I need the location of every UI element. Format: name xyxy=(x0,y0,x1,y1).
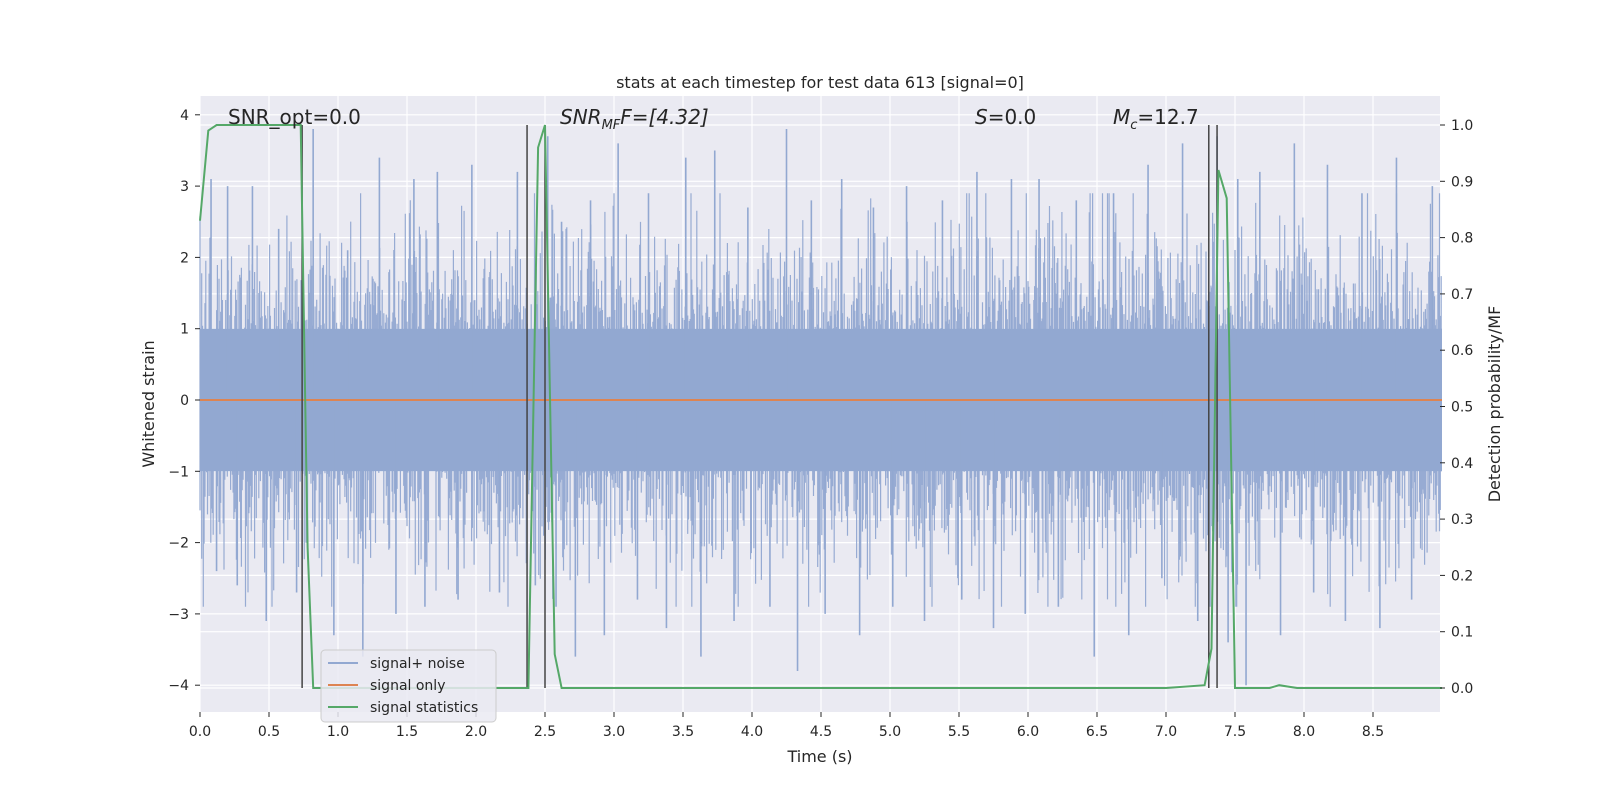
y-tick-label: −1 xyxy=(168,464,189,480)
x-axis-label: Time (s) xyxy=(786,747,852,766)
chart-title: stats at each timestep for test data 613… xyxy=(616,73,1024,92)
y2-tick-label: 0.1 xyxy=(1451,625,1473,641)
x-tick-label: 4.0 xyxy=(741,724,763,740)
x-tick-label: 0.0 xyxy=(189,724,211,740)
annotation-snr-opt: SNR_opt=0.0 xyxy=(228,105,361,129)
annotation-snr-mf-prefix: SNR xyxy=(560,105,602,129)
annotation-mc: Mc=12.7 xyxy=(1113,105,1199,133)
y2-tick-label: 0.2 xyxy=(1451,568,1473,584)
y-tick-label: 0 xyxy=(180,393,189,409)
x-tick-label: 6.5 xyxy=(1086,724,1108,740)
y2-tick-label: 0.6 xyxy=(1451,343,1473,359)
annotation-s-prefix: S xyxy=(975,105,988,129)
series-signal-statistics xyxy=(199,124,1442,689)
annotation-mc-prefix: M xyxy=(1113,105,1130,129)
x-tick-label: 6.0 xyxy=(1017,724,1039,740)
y-tick-label: 3 xyxy=(180,179,189,195)
annotation-mc-sub: c xyxy=(1130,118,1137,133)
y-tick-label: 1 xyxy=(180,322,189,338)
y-tick-label: −3 xyxy=(168,607,189,623)
annotation-s: S=0.0 xyxy=(975,105,1036,129)
x-tick-label: 2.5 xyxy=(534,724,556,740)
y-tick-label: 2 xyxy=(180,250,189,266)
legend-label-signal-noise: signal+ noise xyxy=(370,656,465,672)
x-tick-label: 5.0 xyxy=(879,724,901,740)
y2-axis-ticks: 1.0 0.9 0.8 0.7 0.6 0.5 0.4 0.3 0.2 0.1 0.0 xyxy=(1440,118,1473,697)
x-tick-label: 8.0 xyxy=(1293,724,1315,740)
y2-tick-label: 0.4 xyxy=(1451,456,1473,472)
y2-tick-label: 0.3 xyxy=(1451,512,1473,528)
x-tick-label: 7.5 xyxy=(1224,724,1246,740)
x-tick-label: 7.0 xyxy=(1155,724,1177,740)
x-tick-label: 1.0 xyxy=(327,724,349,740)
y-tick-label: −2 xyxy=(168,536,189,552)
legend: signal+ noise signal only signal statist… xyxy=(320,649,497,723)
y2-axis-label: Detection probability/MF xyxy=(1485,306,1504,503)
x-tick-label: 1.5 xyxy=(396,724,418,740)
y-axis-ticks: 4 3 2 1 0 −1 −2 −3 −4 xyxy=(168,108,200,694)
y2-tick-label: 1.0 xyxy=(1451,118,1473,134)
y2-tick-label: 0.5 xyxy=(1451,400,1473,416)
y-tick-label: 4 xyxy=(180,108,189,124)
annotation-snr-mf: SNRMFF=[4.32] xyxy=(560,105,709,133)
legend-label-signal-statistics: signal statistics xyxy=(370,700,478,716)
x-tick-label: 3.0 xyxy=(603,724,625,740)
x-tick-label: 8.5 xyxy=(1362,724,1384,740)
x-tick-label: 0.5 xyxy=(258,724,280,740)
legend-box xyxy=(320,649,497,723)
x-tick-label: 3.5 xyxy=(672,724,694,740)
y-axis-label: Whitened strain xyxy=(139,340,158,467)
y-tick-label: −4 xyxy=(168,678,189,694)
annotation-mc-value: =12.7 xyxy=(1137,105,1198,129)
annotation-snr-mf-value: F=[4.32] xyxy=(620,105,708,129)
vertical-markers xyxy=(301,125,1218,688)
x-tick-label: 4.5 xyxy=(810,724,832,740)
annotation-snr-mf-sub: MF xyxy=(602,118,621,133)
annotation-s-value: =0.0 xyxy=(988,105,1037,129)
signal-statistics-line xyxy=(199,124,1442,689)
y2-tick-label: 0.9 xyxy=(1451,174,1473,190)
x-axis-ticks: 0.0 0.5 1.0 1.5 2.0 2.5 3.0 3.5 4.0 4.5 5.0 5.5 6.0 6… xyxy=(189,712,1384,740)
y2-tick-label: 0.0 xyxy=(1451,681,1473,697)
legend-label-signal-only: signal only xyxy=(370,678,445,694)
y2-tick-label: 0.7 xyxy=(1451,287,1473,303)
x-tick-label: 2.0 xyxy=(465,724,487,740)
x-tick-label: 5.5 xyxy=(948,724,970,740)
y2-tick-label: 0.8 xyxy=(1451,231,1473,247)
